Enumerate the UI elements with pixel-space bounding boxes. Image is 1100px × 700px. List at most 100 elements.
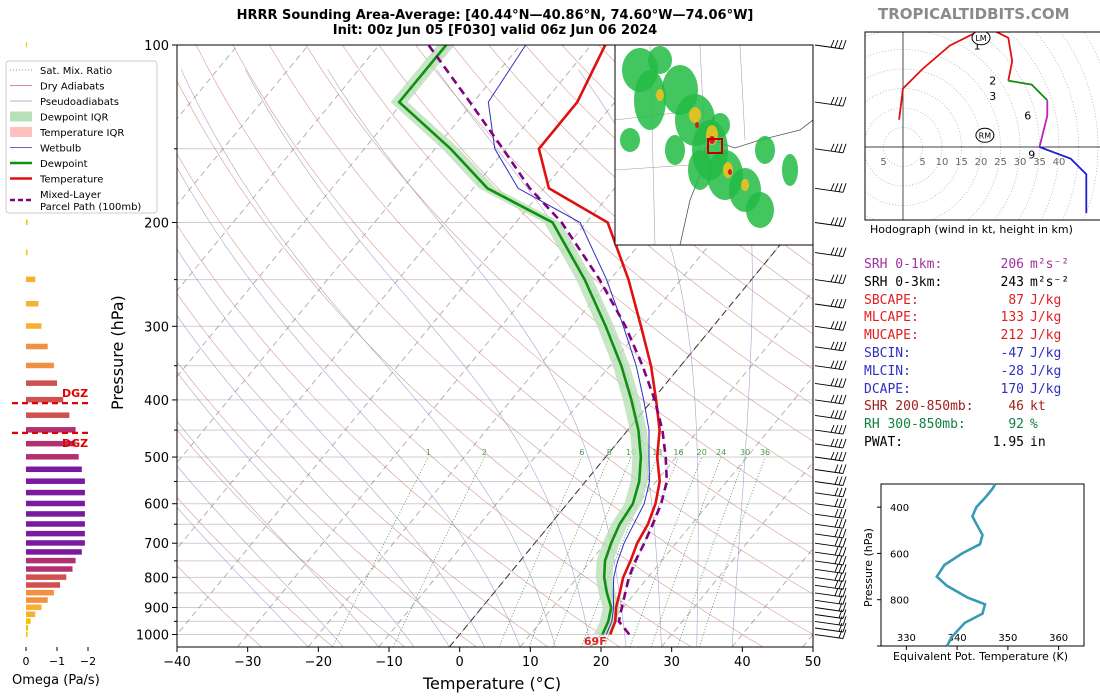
barb-staff xyxy=(814,382,844,388)
index-unit: J/kg xyxy=(1030,381,1062,397)
hodograph-segment xyxy=(1038,100,1049,148)
wind-barb xyxy=(814,394,847,405)
index-label: SBCIN: xyxy=(864,346,911,361)
barb-flag xyxy=(834,143,839,152)
index-unit: m²s⁻² xyxy=(1030,257,1070,272)
barb-flag xyxy=(834,509,839,518)
barb-flag xyxy=(842,555,847,566)
y-tick-label: 400 xyxy=(144,394,169,409)
hodograph-height-label: 6 xyxy=(1024,110,1031,123)
barb-staff xyxy=(814,599,844,605)
mixing-ratio-label: 30 xyxy=(740,448,750,457)
barb-flag xyxy=(830,39,835,48)
legend: Sat. Mix. Ratio Dry Adiabats Pseudoadiabat… xyxy=(5,60,158,214)
storm-motion-marker xyxy=(971,32,991,46)
pseudoadiabat xyxy=(578,69,699,647)
barb-staff xyxy=(814,614,844,619)
barb-flag xyxy=(842,487,847,497)
barb-staff xyxy=(814,414,844,420)
dry-adiabat xyxy=(177,153,692,647)
theta-e-panel: 330 340 350 360 400 600 800 xyxy=(877,483,1085,650)
pseudoadiabat xyxy=(177,420,379,647)
y-tick-label: 100 xyxy=(144,39,169,54)
barb-flag xyxy=(834,438,839,447)
barb-flag xyxy=(834,96,839,106)
barb-staff xyxy=(814,325,844,331)
barb-staff xyxy=(814,542,844,548)
legend-label: Mixed-Layer xyxy=(40,190,102,201)
barb-flag xyxy=(834,498,839,507)
barb-flag xyxy=(838,360,843,370)
y-tick-label: 500 xyxy=(144,451,169,466)
index-unit: J/kg xyxy=(1030,310,1062,326)
barb-flag xyxy=(842,595,847,605)
barb-flag xyxy=(842,217,847,227)
barb-flag xyxy=(838,616,843,625)
hodograph-frame xyxy=(864,31,1100,221)
barb-flag xyxy=(830,410,835,418)
barb-flag xyxy=(834,476,839,485)
omega-bar xyxy=(26,219,28,225)
x-tick-label: 50 xyxy=(805,655,822,670)
barb-flag xyxy=(838,509,843,518)
pseudoadiabat xyxy=(177,371,415,647)
omega-bar xyxy=(26,412,70,418)
barb-flag xyxy=(842,183,847,193)
barb-flag xyxy=(834,424,839,434)
dry-adiabat xyxy=(342,45,813,479)
radar-inset-map xyxy=(615,45,813,245)
barb-flag xyxy=(842,360,847,370)
theta-e-y-tick-label: 600 xyxy=(890,549,909,560)
index-number: 243 xyxy=(1000,274,1024,290)
barb-flag xyxy=(834,580,839,589)
wind-barb xyxy=(814,555,847,566)
barb-staff xyxy=(814,592,844,598)
wind-barb xyxy=(814,622,847,633)
pseudoadiabat xyxy=(177,465,344,647)
wind-barb xyxy=(814,580,847,590)
wind-barb xyxy=(814,424,847,435)
barb-flag xyxy=(838,476,843,486)
index-unit: J/kg xyxy=(1030,346,1062,361)
wind-barb xyxy=(814,341,847,352)
barb-flag xyxy=(830,394,835,403)
theta-e-y-tick-label: 400 xyxy=(890,503,909,514)
barb-flag xyxy=(838,498,843,508)
index-number: 212 xyxy=(1000,328,1024,344)
barb-flag xyxy=(838,341,843,351)
wind-barb xyxy=(814,629,847,639)
legend-swatch xyxy=(10,127,32,137)
wind-barb xyxy=(814,438,847,449)
index-label: RH 300-850mb: xyxy=(864,417,966,433)
barb-flag xyxy=(830,451,835,460)
barb-flag xyxy=(842,321,847,331)
mixing-ratio-label: 1 xyxy=(426,448,431,457)
omega-bar xyxy=(26,574,67,580)
barb-flag xyxy=(834,572,839,581)
omega-bar xyxy=(26,589,54,596)
mixing-ratio-line xyxy=(528,456,610,647)
barb-flag xyxy=(842,572,847,582)
barb-staff xyxy=(814,456,844,462)
pseudoadiabat xyxy=(180,69,556,647)
x-tick-label: 20 xyxy=(593,655,610,670)
barb-staff xyxy=(814,584,844,590)
hodograph-ring-label: 25 xyxy=(994,157,1007,168)
wind-barb xyxy=(814,410,847,420)
dry-adiabat xyxy=(451,45,813,370)
barb-flag xyxy=(838,274,843,284)
barb-staff xyxy=(814,627,844,633)
wind-barb xyxy=(814,378,847,388)
omega-bar xyxy=(26,597,48,603)
barb-flag xyxy=(838,555,843,565)
theta-e-x-tick-label: 350 xyxy=(998,633,1017,644)
y-tick-label: 900 xyxy=(144,602,169,617)
barb-flag xyxy=(838,487,843,497)
hodograph-ring-label: 35 xyxy=(1033,157,1046,168)
dry-adiabat xyxy=(177,293,549,647)
y-tick-label: 800 xyxy=(144,571,169,586)
barb-flag xyxy=(834,538,839,547)
barb-staff xyxy=(814,576,844,582)
index-row: SBCAPE: 87 J/kg xyxy=(864,293,1061,308)
